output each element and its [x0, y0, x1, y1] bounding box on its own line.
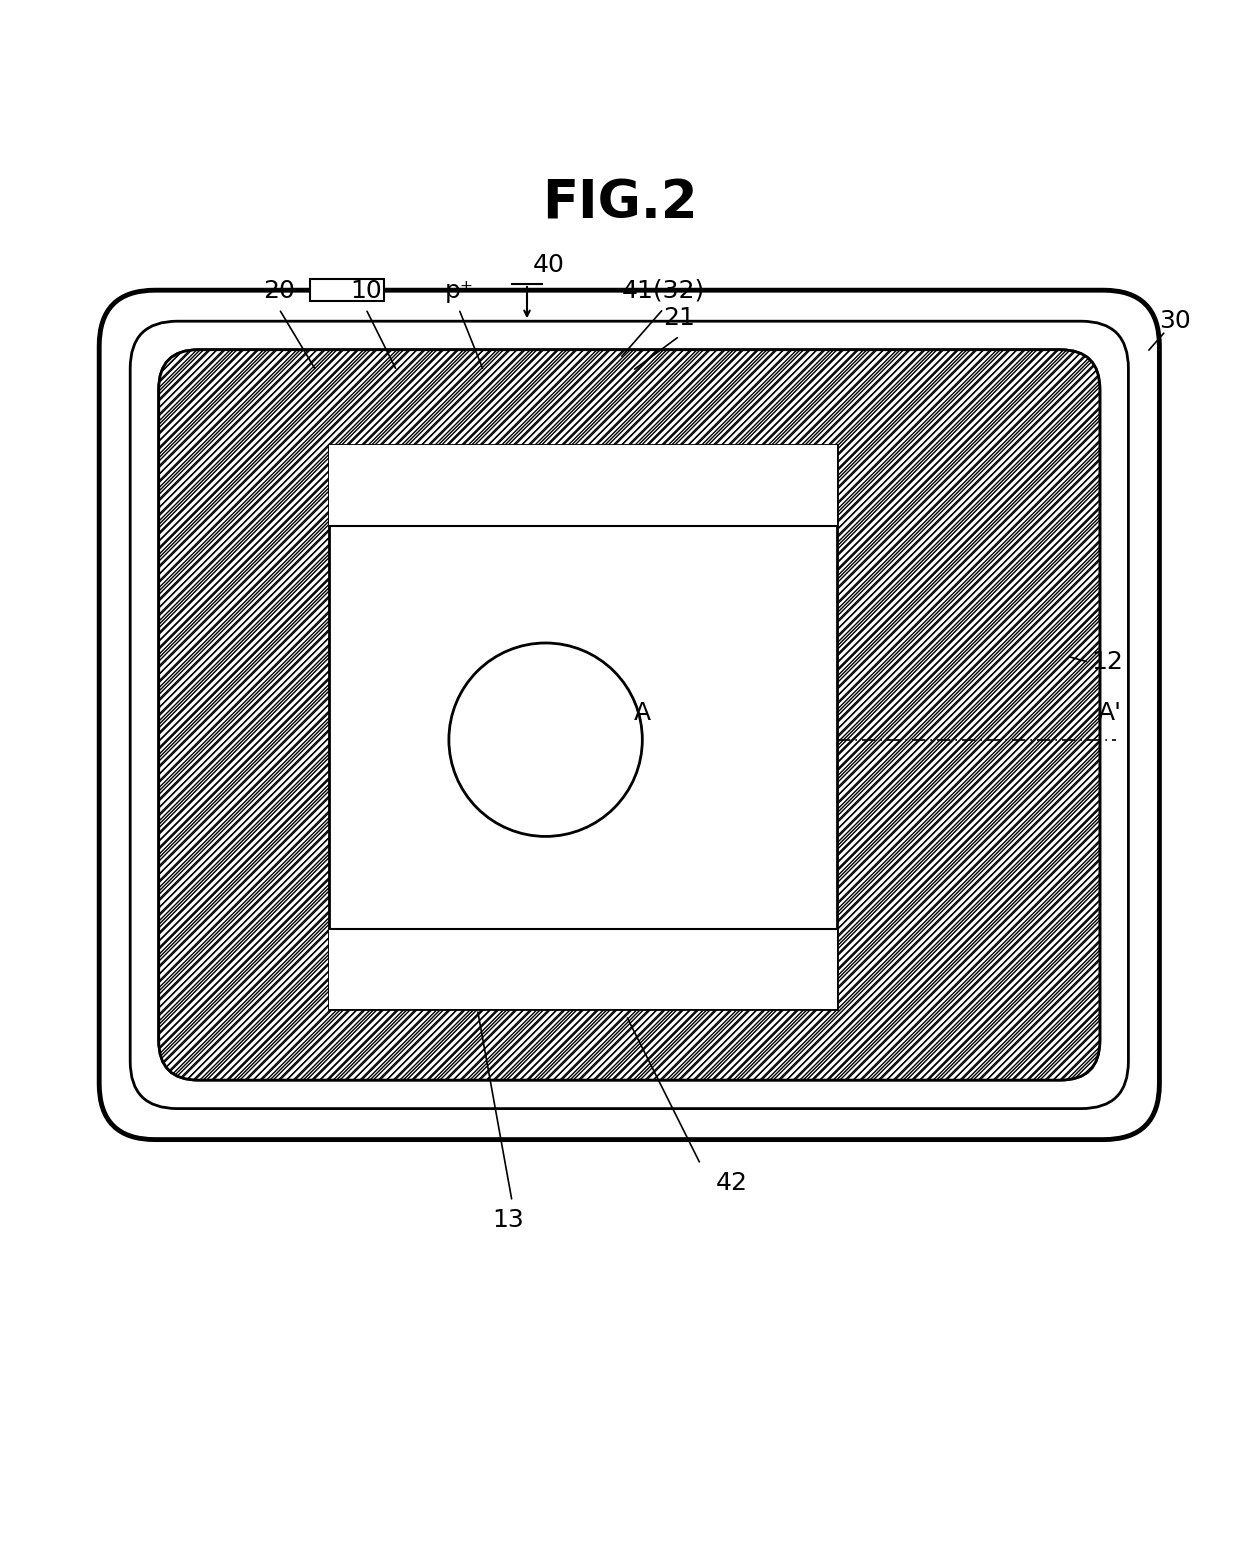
Bar	[329, 445, 837, 1009]
FancyBboxPatch shape	[159, 349, 1100, 1080]
Circle shape	[449, 643, 642, 836]
FancyBboxPatch shape	[130, 321, 1128, 1109]
Text: 13: 13	[492, 1207, 525, 1232]
Bar	[310, 279, 384, 301]
FancyBboxPatch shape	[159, 349, 1100, 1080]
Text: 42: 42	[715, 1170, 748, 1195]
Text: 40: 40	[533, 253, 565, 278]
Text: 21: 21	[663, 306, 696, 329]
Text: 20: 20	[263, 279, 295, 303]
Text: 10: 10	[350, 279, 382, 303]
Text: 12: 12	[1091, 651, 1123, 674]
Bar	[329, 928, 837, 1009]
Text: 41(32): 41(32)	[621, 279, 706, 303]
Text: A: A	[634, 700, 651, 725]
Text: p⁺: p⁺	[444, 279, 474, 303]
Bar	[329, 445, 837, 526]
FancyBboxPatch shape	[99, 290, 1159, 1140]
Text: A': A'	[1097, 700, 1122, 725]
Text: FIG.2: FIG.2	[542, 178, 698, 229]
Bar	[329, 445, 837, 1009]
Text: 30: 30	[1159, 309, 1192, 334]
Bar	[329, 445, 837, 1009]
